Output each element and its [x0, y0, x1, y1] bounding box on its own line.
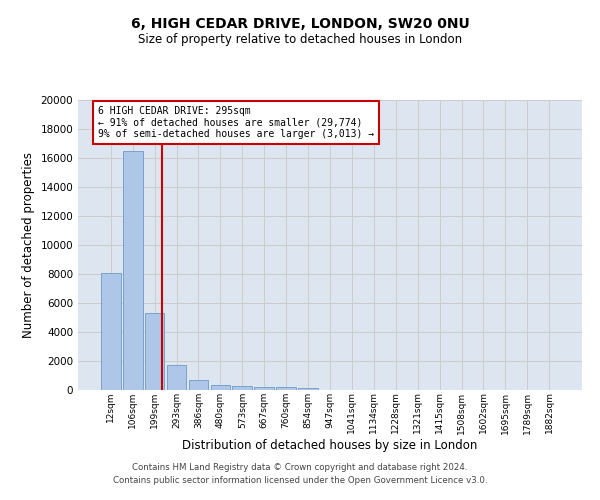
Bar [145, 313, 164, 390]
Bar [254, 387, 274, 390]
Bar [298, 388, 318, 390]
Bar [232, 386, 252, 390]
Bar [276, 388, 296, 390]
Bar [101, 272, 121, 390]
Bar [123, 151, 143, 390]
Bar [211, 385, 230, 390]
Text: Size of property relative to detached houses in London: Size of property relative to detached ho… [138, 32, 462, 46]
X-axis label: Distribution of detached houses by size in London: Distribution of detached houses by size … [182, 439, 478, 452]
Y-axis label: Number of detached properties: Number of detached properties [22, 152, 35, 338]
Text: 6 HIGH CEDAR DRIVE: 295sqm
← 91% of detached houses are smaller (29,774)
9% of s: 6 HIGH CEDAR DRIVE: 295sqm ← 91% of deta… [98, 106, 374, 139]
Bar [188, 380, 208, 390]
Text: Contains HM Land Registry data © Crown copyright and database right 2024.
Contai: Contains HM Land Registry data © Crown c… [113, 464, 487, 485]
Text: 6, HIGH CEDAR DRIVE, LONDON, SW20 0NU: 6, HIGH CEDAR DRIVE, LONDON, SW20 0NU [131, 18, 469, 32]
Bar [167, 364, 187, 390]
